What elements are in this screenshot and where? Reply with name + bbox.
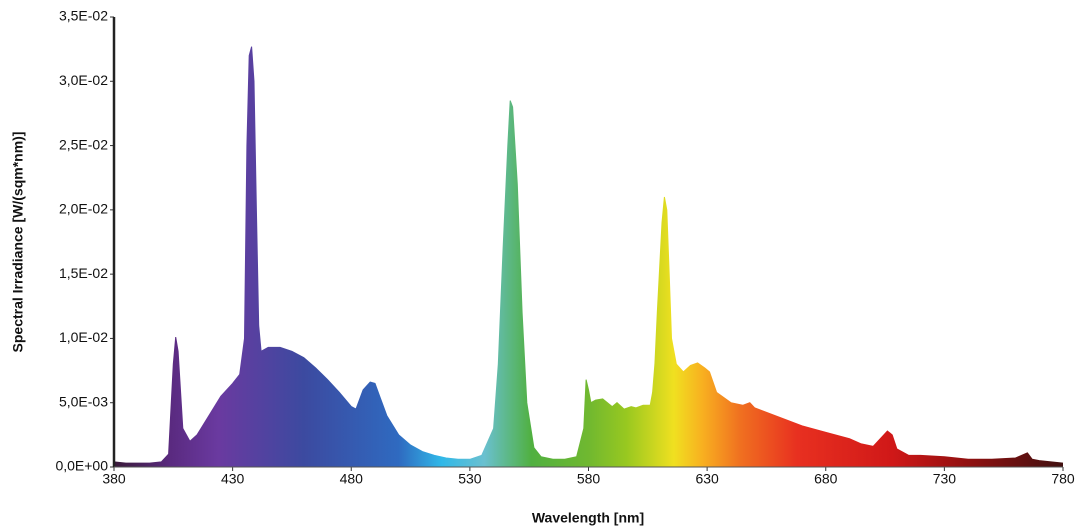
y-tick-label: 0,0E+00 [55, 458, 108, 474]
x-tick-label: 430 [221, 471, 245, 487]
x-tick-label: 380 [102, 471, 126, 487]
x-axis-title: Wavelength [nm] [532, 510, 644, 526]
y-tick-label: 3,5E-02 [59, 8, 108, 24]
y-tick-label: 2,5E-02 [59, 136, 108, 152]
y-axis-title: Spectral Irradiance [W/(sqm*nm)] [10, 132, 26, 353]
y-tick-label: 3,0E-02 [59, 72, 108, 88]
x-tick-label: 780 [1051, 471, 1075, 487]
area-fill [114, 46, 1063, 467]
x-tick-label: 480 [340, 471, 364, 487]
x-tick-label: 730 [933, 471, 957, 487]
y-tick-label: 2,0E-02 [59, 201, 108, 217]
x-tick-label: 630 [695, 471, 719, 487]
x-tick-label: 580 [577, 471, 601, 487]
y-tick-label: 5,0E-03 [59, 393, 108, 409]
y-tick-label: 1,0E-02 [59, 329, 108, 345]
x-tick-label: 680 [814, 471, 838, 487]
x-tick-label: 530 [458, 471, 482, 487]
y-tick-label: 1,5E-02 [59, 265, 108, 281]
spectrum-line [113, 46, 1064, 464]
